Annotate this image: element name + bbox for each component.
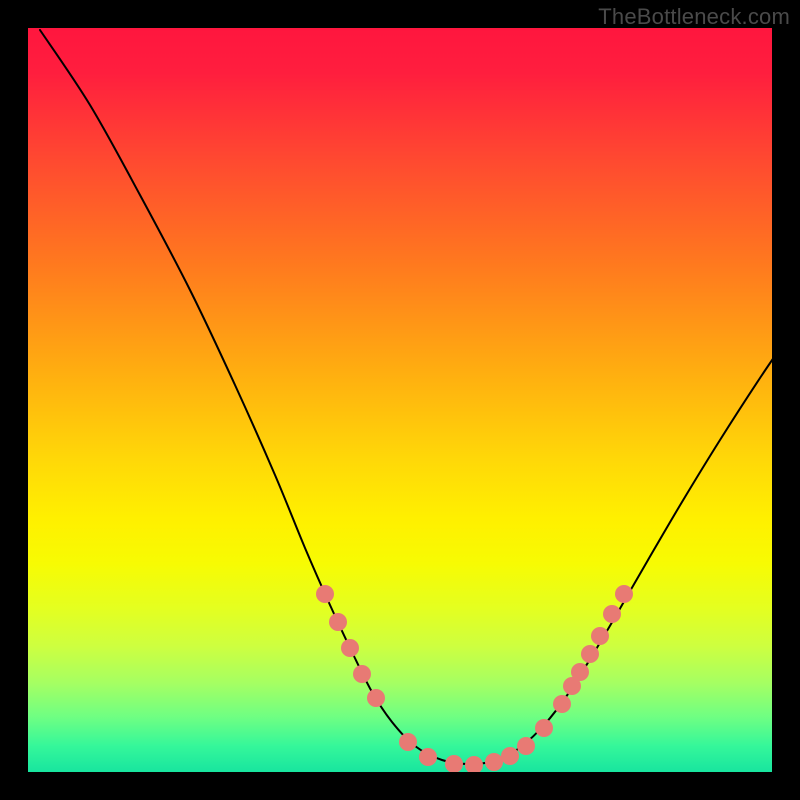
curve-dot [399, 733, 417, 751]
curve-dot [419, 748, 437, 766]
curve-dot [517, 737, 535, 755]
curve-dot [615, 585, 633, 603]
curve-dot [571, 663, 589, 681]
curve-dot [341, 639, 359, 657]
curve-dot [485, 753, 503, 771]
curve-dot [501, 747, 519, 765]
gradient-area [28, 28, 772, 772]
curve-dot [465, 756, 483, 774]
chart-stage: TheBottleneck.com [0, 0, 800, 800]
curve-dot [535, 719, 553, 737]
curve-dot [553, 695, 571, 713]
watermark-text: TheBottleneck.com [598, 4, 790, 30]
curve-dot [603, 605, 621, 623]
curve-dot [353, 665, 371, 683]
curve-dot [581, 645, 599, 663]
curve-dot [367, 689, 385, 707]
curve-dot [316, 585, 334, 603]
curve-dot [591, 627, 609, 645]
curve-dot [329, 613, 347, 631]
curve-dot [445, 755, 463, 773]
chart-svg [0, 0, 800, 800]
